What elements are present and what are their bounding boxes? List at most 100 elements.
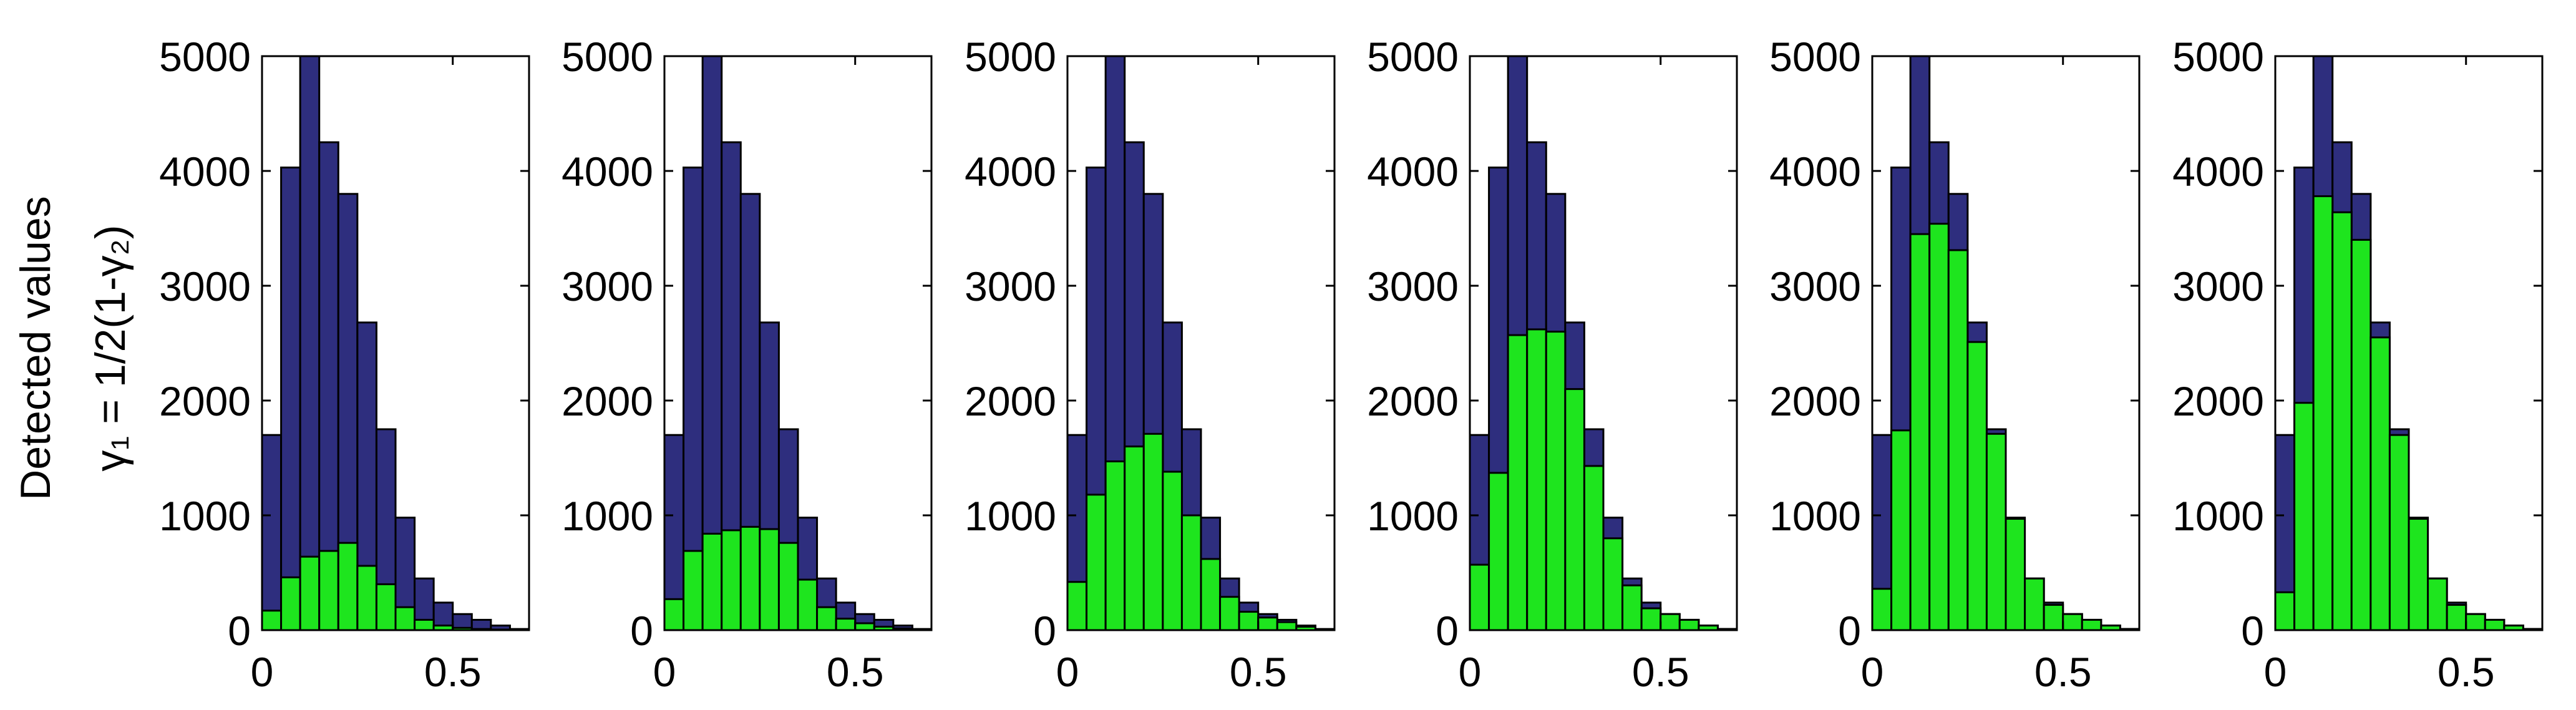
y-tick-label: 4000 xyxy=(1367,148,1459,195)
detected-bar xyxy=(2006,519,2025,630)
y-tick-label: 0 xyxy=(1436,608,1459,654)
detected-bar xyxy=(396,607,415,630)
y-tick-label: 3000 xyxy=(561,263,653,309)
detected-bar xyxy=(722,530,741,630)
x-tick-label: 0 xyxy=(251,649,274,695)
detected-bar xyxy=(1892,430,1911,630)
x-tick-label: 0.5 xyxy=(827,649,884,695)
y-axis-label-line-2: γ₁ = 1/2(1-γ₂) xyxy=(87,225,134,471)
detected-bar xyxy=(300,557,319,630)
detected-bar xyxy=(1087,495,1106,630)
x-tick-label: 0 xyxy=(653,649,676,695)
x-tick-label: 0.5 xyxy=(424,649,482,695)
total-bar xyxy=(281,167,301,630)
y-tick-label: 2000 xyxy=(159,378,251,424)
x-tick-label: 0 xyxy=(1459,649,1482,695)
y-tick-label: 5000 xyxy=(561,34,653,80)
y-tick-label: 2000 xyxy=(1367,378,1459,424)
detected-bar xyxy=(1277,622,1296,630)
detected-bar xyxy=(702,533,722,630)
x-tick-label: 0 xyxy=(1056,649,1079,695)
detected-bar xyxy=(1641,608,1661,630)
y-tick-label: 1000 xyxy=(2172,493,2264,539)
detected-bar xyxy=(1584,466,1603,630)
detected-bar xyxy=(836,619,855,630)
detected-bar xyxy=(2466,614,2486,630)
detected-bar xyxy=(1679,620,1699,630)
detected-bar xyxy=(1489,473,1509,630)
y-tick-label: 1000 xyxy=(965,493,1056,539)
bars-group xyxy=(1470,52,1737,630)
detected-bar xyxy=(1661,614,1680,630)
detected-bar xyxy=(1182,515,1201,630)
y-tick-label: 3000 xyxy=(1769,263,1861,309)
total-bar xyxy=(262,435,281,630)
detected-bar xyxy=(1125,447,1144,630)
y-tick-label: 0 xyxy=(228,608,251,654)
detected-bar xyxy=(779,543,798,630)
y-tick-label: 1000 xyxy=(561,493,653,539)
detected-bar xyxy=(1067,582,1087,630)
y-tick-label: 2000 xyxy=(2172,378,2264,424)
detected-bar xyxy=(2409,519,2428,630)
y-tick-label: 2000 xyxy=(1769,378,1861,424)
detected-bar xyxy=(1201,559,1220,630)
bars-group xyxy=(2275,52,2542,630)
y-tick-label: 4000 xyxy=(965,148,1056,195)
detected-bar xyxy=(2351,240,2371,630)
detected-bar xyxy=(1527,329,1547,630)
panels-group: 0 1000 2000 3000 4000 5000 0 0.5 0 1000 2000 3000 40… xyxy=(159,34,2542,695)
detected-bar xyxy=(855,623,875,630)
detected-bar xyxy=(1603,538,1623,630)
bars-group xyxy=(1872,52,2139,630)
y-tick-label: 4000 xyxy=(1769,148,1861,195)
detected-bar xyxy=(262,611,281,630)
detected-bar xyxy=(760,529,779,630)
detected-bar xyxy=(319,551,339,630)
y-tick-label: 5000 xyxy=(2172,34,2264,80)
y-tick-label: 5000 xyxy=(965,34,1056,80)
x-tick-label: 0.5 xyxy=(2437,649,2495,695)
detected-bar xyxy=(1986,434,2006,630)
detected-bar xyxy=(1968,342,1987,630)
bars-group xyxy=(1067,52,1334,630)
detected-bar xyxy=(281,577,301,630)
y-tick-label: 1000 xyxy=(1769,493,1861,539)
y-tick-label: 3000 xyxy=(2172,263,2264,309)
detected-bar xyxy=(1546,332,1565,630)
detected-bar xyxy=(1144,434,1163,630)
detected-bar xyxy=(2082,620,2101,630)
x-tick-label: 0 xyxy=(1861,649,1884,695)
x-tick-label: 0.5 xyxy=(2034,649,2092,695)
detected-bar xyxy=(1470,565,1489,630)
y-tick-label: 0 xyxy=(630,608,653,654)
detected-bar xyxy=(2295,403,2314,630)
detected-bar xyxy=(1258,618,1278,630)
detected-bar xyxy=(1948,250,1968,630)
y-tick-label: 5000 xyxy=(1367,34,1459,80)
bars-group xyxy=(262,52,529,630)
detected-bar xyxy=(2447,605,2466,630)
detected-bar xyxy=(2044,605,2063,630)
detected-bar xyxy=(2313,196,2333,630)
detected-bar xyxy=(1239,612,1258,630)
detected-bar xyxy=(1163,472,1182,630)
detected-bar xyxy=(1623,585,1642,630)
y-tick-label: 1000 xyxy=(159,493,251,539)
y-tick-label: 2000 xyxy=(965,378,1056,424)
detected-bar xyxy=(2333,212,2352,630)
detected-bar xyxy=(2428,578,2447,630)
detected-bar xyxy=(1220,597,1240,630)
detected-bar xyxy=(664,599,684,630)
y-tick-label: 0 xyxy=(1838,608,1861,654)
y-tick-label: 1000 xyxy=(1367,493,1459,539)
detected-bar xyxy=(2389,435,2409,630)
y-axis-label-line-1: Detected values xyxy=(12,196,59,500)
detected-bar xyxy=(2025,578,2044,630)
